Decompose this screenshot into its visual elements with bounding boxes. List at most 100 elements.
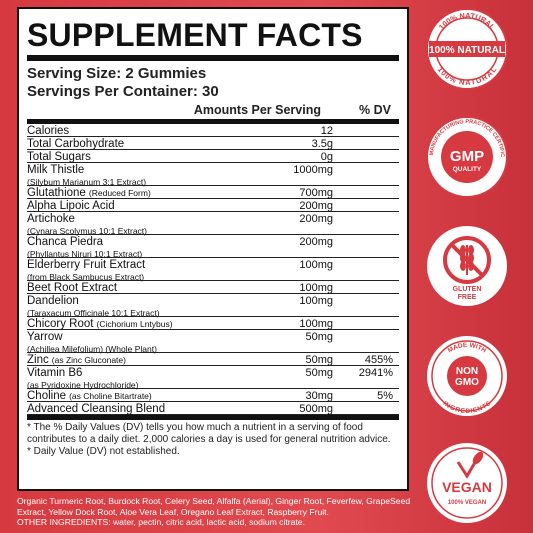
vegan-sub-text: 100% VEGAN <box>448 500 486 506</box>
fact-name: Dandelion (Taraxacum Officinale 10:1 Extr… <box>27 294 233 319</box>
divider <box>27 55 399 61</box>
fact-dv <box>333 294 399 295</box>
blend-ingredients: Organic Turmeric Root, Burdock Root, Cel… <box>17 496 411 517</box>
fact-sub-label: (Silybum Marianum 3:1 Extract) <box>27 177 147 187</box>
fact-row: Glutathione (Reduced Form) 700mg <box>27 186 399 199</box>
fact-dv: 455% <box>364 354 393 366</box>
nongmo-main2: GMO <box>455 377 479 388</box>
fact-amount: 200mg <box>299 200 333 212</box>
fact-amount: 700mg <box>299 187 333 199</box>
fact-name: Glutathione (Reduced Form) <box>27 186 233 199</box>
servings-per-container: Servings Per Container: 30 <box>27 83 219 100</box>
fact-dv <box>333 317 399 318</box>
fact-sub-label: (as Choline Bitartrate) <box>69 391 152 401</box>
fact-dv <box>333 124 399 125</box>
column-header: Amounts Per Serving % DV <box>27 101 399 124</box>
fact-name-label: Beet Root Extract <box>27 282 118 294</box>
fact-row: Choline (as Choline Bitartrate) 30mg 5% <box>27 389 399 402</box>
fact-name: Advanced Cleansing Blend <box>27 402 233 415</box>
fact-dv: 2941% <box>358 367 393 379</box>
fact-name-label: Total Carbohydrate <box>27 138 125 150</box>
gluten-line2: FREE <box>458 294 477 301</box>
fact-sub-label: (Taraxacum Officinale 10:1 Extract) <box>27 308 160 318</box>
fact-sub-label: (as Pyridoxine Hydrochloride) <box>27 380 139 390</box>
fact-name: Total Sugars <box>27 150 233 163</box>
fact-amount: 50mg <box>305 354 333 366</box>
fact-name: Calories <box>27 124 233 137</box>
fact-name: Zinc (as Zinc Gluconate) <box>27 353 233 366</box>
fact-sub-label: (Phyllantus Niruri 10:1 Extract) <box>27 249 143 259</box>
fact-row: Artichoke (Cynara Scolymus 10:1 Extract) 2… <box>27 212 399 237</box>
fact-amount: 12 <box>320 125 333 137</box>
fact-name: Vitamin B6 (as Pyridoxine Hydrochloride) <box>27 366 233 391</box>
fact-row: Advanced Cleansing Blend 500mg <box>27 402 399 415</box>
gmp-sub-text: QUALITY <box>453 166 482 173</box>
fact-name-label: Artichoke <box>27 213 75 225</box>
fact-dv: 5% <box>377 390 393 402</box>
fact-dv <box>333 258 399 259</box>
gmp-badge: GOOD MANUFACTURING PRACTICE CERTIFICATIO… <box>424 114 508 198</box>
gluten-line1: GLUTEN <box>453 286 482 293</box>
fact-row: Chanca Piedra (Phyllantus Niruri 10:1 Ext… <box>27 235 399 260</box>
fact-name-label: Calories <box>27 125 70 137</box>
fact-amount: 500mg <box>299 403 333 415</box>
fact-name-label: Glutathione <box>27 187 86 199</box>
fact-name-label: Advanced Cleansing Blend <box>27 403 166 415</box>
supplement-facts-panel: SUPPLEMENT FACTS Serving Size: 2 Gummies… <box>17 7 409 491</box>
fact-name-label: Dandelion <box>27 295 79 307</box>
other-ingredients: OTHER INGREDIENTS: water, pectin, citric… <box>17 517 305 527</box>
fact-name-label: Vitamin B6 <box>27 367 83 379</box>
fact-sub-label: (as Zinc Gluconate) <box>51 355 126 365</box>
fact-name-label: Zinc <box>27 354 49 366</box>
amount-header: Amounts Per Serving <box>193 103 321 117</box>
fact-name: Chanca Piedra (Phyllantus Niruri 10:1 Ext… <box>27 235 233 260</box>
fact-amount: 30mg <box>305 390 333 402</box>
fact-amount: 100mg <box>299 259 333 271</box>
fact-name-label: Milk Thistle <box>27 164 85 176</box>
fact-amount: 1000mg <box>293 164 333 176</box>
fact-row: Calories 12 <box>27 124 399 137</box>
fact-sub-label: (from Black Sambucus Extract) <box>27 272 145 282</box>
fact-sub-label: (Cynara Scolymus 10:1 Extract) <box>27 226 147 236</box>
fact-dv <box>333 163 399 164</box>
fact-amount: 200mg <box>299 213 333 225</box>
fact-amount: 100mg <box>299 282 333 294</box>
fact-row: Zinc (as Zinc Gluconate) 50mg 455% <box>27 353 399 366</box>
ingredients-text: Organic Turmeric Root, Burdock Root, Cel… <box>17 496 417 528</box>
fact-row: Dandelion (Taraxacum Officinale 10:1 Extr… <box>27 294 399 319</box>
natural-badge: 100% NATURAL 100% NATURAL 100% NATURAL <box>426 8 508 90</box>
fact-name: Total Carbohydrate <box>27 137 233 150</box>
non-gmo-badge: MADE WITH NON GMO INGREDIENTS <box>427 336 507 416</box>
fact-name-label: Choline <box>27 390 66 402</box>
panel-title: SUPPLEMENT FACTS <box>27 17 363 53</box>
fact-name-label: Alpha Lipoic Acid <box>27 200 115 212</box>
fact-row: Milk Thistle (Silybum Marianum 3:1 Extrac… <box>27 163 399 188</box>
fact-name: Elderberry Fruit Extract (from Black Samb… <box>27 258 233 283</box>
fact-dv <box>333 137 399 138</box>
vegan-main-text: VEGAN <box>442 479 492 495</box>
fact-dv <box>333 199 399 200</box>
fact-name: Artichoke (Cynara Scolymus 10:1 Extract) <box>27 212 233 237</box>
fact-row: Yarrow (Achillea Milefolium) (Whole Plant… <box>27 330 399 354</box>
fact-sub-label: (Cichorium Lntybus) <box>96 319 173 329</box>
fact-dv <box>333 402 399 403</box>
fact-name-label: Total Sugars <box>27 151 91 163</box>
fact-name: Milk Thistle (Silybum Marianum 3:1 Extrac… <box>27 163 233 188</box>
fact-row: Elderberry Fruit Extract (from Black Samb… <box>27 258 399 283</box>
fact-amount: 3.5g <box>311 138 333 150</box>
fact-amount: 100mg <box>299 295 333 307</box>
footnote: * The % Daily Values (DV) tells you how … <box>27 415 399 458</box>
gluten-free-badge: GLUTEN FREE <box>427 226 507 306</box>
fact-sub-label: (Reduced Form) <box>88 188 151 198</box>
facts-table: Calories 12 Total Carbohydrate 3.5g Total Su… <box>27 124 399 415</box>
wheat-icon <box>460 245 474 275</box>
fact-row: Total Sugars 0g <box>27 150 399 163</box>
fact-amount: 50mg <box>305 331 333 343</box>
nongmo-main1: NON <box>456 366 478 377</box>
fact-name: Choline (as Choline Bitartrate) <box>27 389 233 402</box>
fact-name: Chicory Root (Cichorium Lntybus) <box>27 317 233 330</box>
fact-name-label: Chicory Root <box>27 318 94 330</box>
fact-name-label: Chanca Piedra <box>27 236 104 248</box>
fact-dv <box>333 281 399 282</box>
fact-name: Beet Root Extract <box>27 281 233 294</box>
